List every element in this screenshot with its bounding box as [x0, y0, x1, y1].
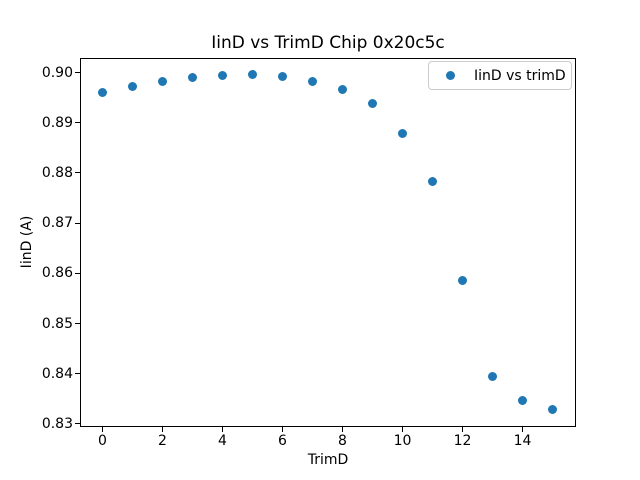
- y-tick-mark: [75, 222, 80, 224]
- data-point: [548, 404, 557, 414]
- y-tick-label: 0.85: [41, 315, 73, 332]
- x-tick-label: 2: [158, 433, 167, 449]
- data-point: [308, 77, 317, 87]
- data-point: [218, 71, 227, 81]
- y-tick-mark: [75, 423, 80, 425]
- y-tick-label: 0.84: [41, 365, 73, 382]
- x-tick-label: 4: [218, 433, 227, 449]
- data-point: [488, 372, 497, 382]
- x-tick-mark: [222, 427, 223, 432]
- x-tick-label: 14: [513, 433, 532, 449]
- data-point: [518, 396, 527, 406]
- data-point: [98, 88, 107, 98]
- y-tick-label: 0.89: [41, 114, 73, 131]
- x-tick-label: 12: [453, 433, 472, 449]
- x-axis-label: TrimD: [307, 452, 349, 468]
- y-tick-mark: [75, 272, 80, 274]
- y-tick-label: 0.83: [41, 415, 73, 432]
- legend: IinD vs trimD: [428, 61, 572, 90]
- y-tick-mark: [75, 172, 80, 174]
- x-tick-label: 10: [393, 433, 412, 449]
- y-tick-mark: [75, 72, 80, 74]
- y-tick-label: 0.88: [41, 164, 73, 181]
- x-tick-mark: [162, 427, 163, 432]
- data-point: [398, 129, 407, 139]
- data-point: [248, 70, 257, 80]
- y-tick-label: 0.90: [41, 64, 73, 81]
- y-tick-mark: [75, 122, 80, 124]
- data-point: [428, 177, 437, 186]
- data-point: [458, 275, 467, 285]
- x-tick-mark: [522, 427, 523, 432]
- data-point: [158, 77, 167, 87]
- legend-marker-dot: [446, 71, 455, 80]
- data-point: [188, 72, 197, 82]
- plot-area: [80, 58, 576, 427]
- x-tick-mark: [402, 427, 403, 432]
- y-tick-mark: [75, 373, 80, 375]
- data-point: [338, 84, 347, 94]
- data-point: [128, 82, 137, 92]
- chart-title: IinD vs TrimD Chip 0x20c5c: [211, 33, 445, 53]
- legend-label: IinD vs trimD: [474, 67, 566, 84]
- y-tick-label: 0.86: [41, 265, 73, 282]
- x-tick-label: 0: [98, 433, 107, 449]
- y-tick-mark: [75, 323, 80, 325]
- y-tick-label: 0.87: [41, 215, 73, 232]
- x-tick-mark: [282, 427, 283, 432]
- x-tick-label: 6: [278, 433, 287, 449]
- data-point: [278, 72, 287, 82]
- x-tick-mark: [102, 427, 103, 432]
- x-tick-mark: [462, 427, 463, 432]
- data-point: [368, 99, 377, 109]
- x-tick-label: 8: [338, 433, 347, 449]
- x-tick-mark: [342, 427, 343, 432]
